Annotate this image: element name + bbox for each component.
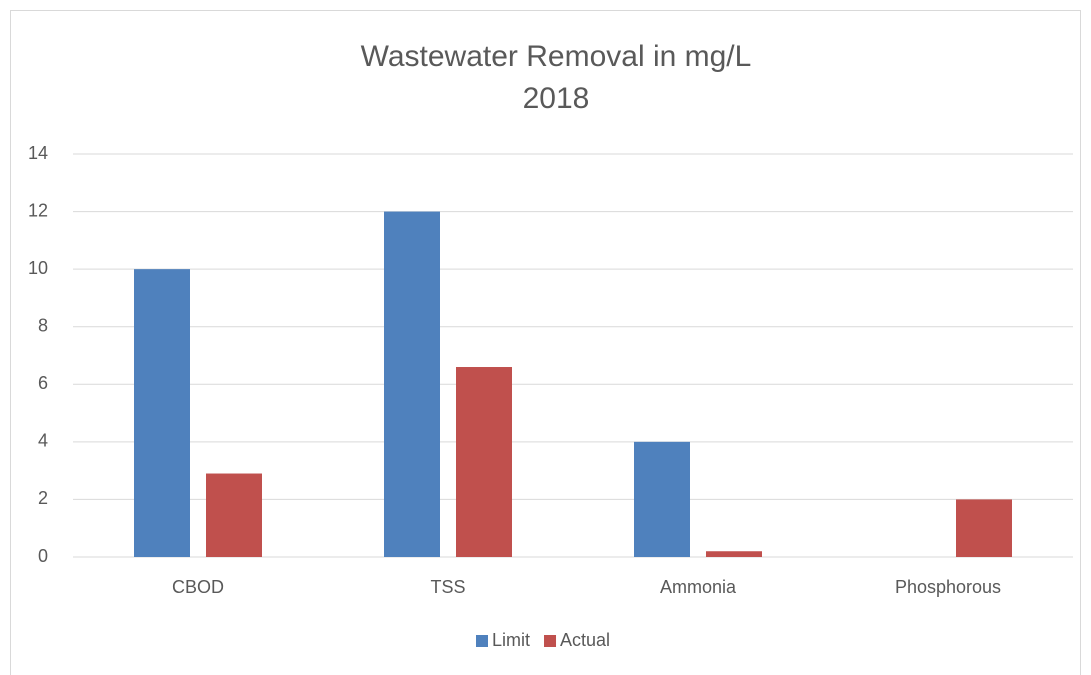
- y-tick-label: 6: [38, 373, 48, 393]
- x-tick-label: Phosphorous: [895, 577, 1001, 597]
- y-tick-label: 2: [38, 488, 48, 508]
- bar: [634, 441, 690, 557]
- y-tick-label: 4: [38, 431, 48, 451]
- y-tick-label: 14: [28, 143, 48, 163]
- chart-subtitle: 2018: [523, 82, 590, 115]
- legend-label: Limit: [492, 630, 530, 650]
- legend-swatch: [544, 635, 557, 647]
- bar: [456, 367, 512, 557]
- y-tick-label: 0: [38, 546, 48, 566]
- legend-swatch: [476, 635, 488, 647]
- bar: [384, 211, 440, 558]
- bar: [706, 551, 762, 557]
- chart-title: Wastewater Removal in mg/L: [361, 40, 752, 73]
- bar: [956, 499, 1012, 557]
- x-tick-label: Ammonia: [660, 577, 737, 597]
- y-tick-label: 10: [28, 258, 48, 278]
- y-tick-label: 8: [38, 315, 48, 335]
- x-tick-label: CBOD: [172, 577, 224, 597]
- legend-label: Actual: [560, 630, 610, 650]
- x-tick-label: TSS: [430, 577, 465, 597]
- bar: [206, 473, 262, 557]
- y-tick-label: 12: [28, 200, 48, 220]
- bar: [134, 269, 190, 557]
